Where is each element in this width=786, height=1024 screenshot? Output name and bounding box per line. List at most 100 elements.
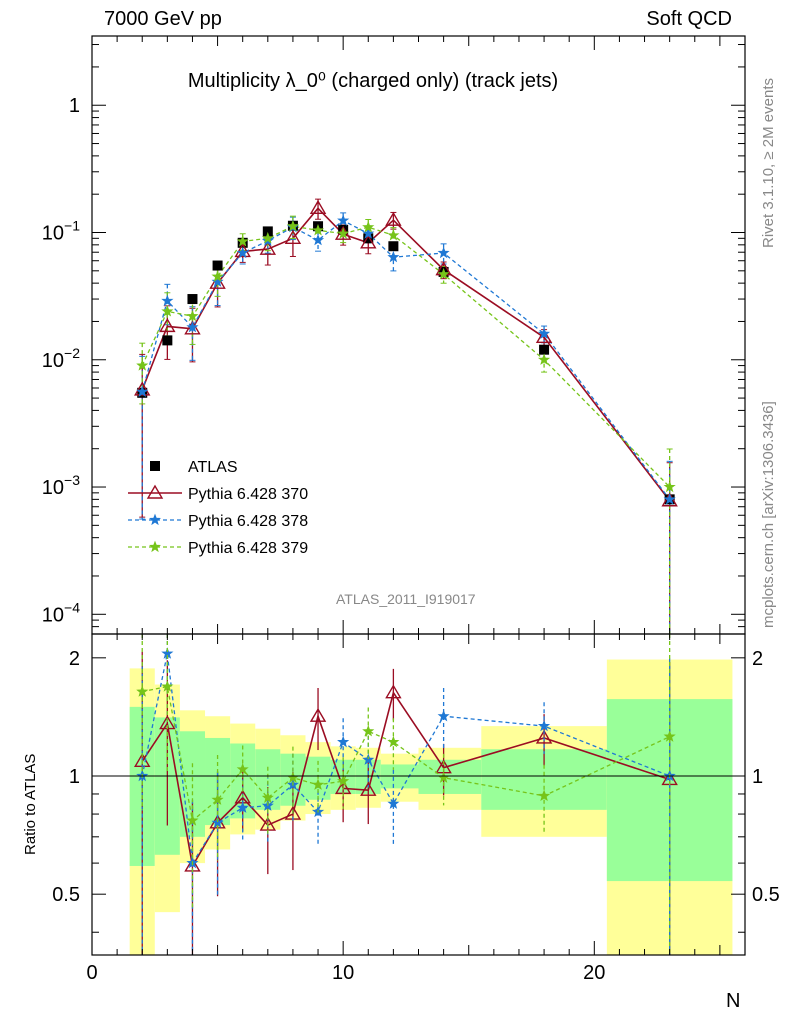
header-left: 7000 GeV pp bbox=[104, 8, 222, 30]
triangle-marker bbox=[284, 229, 302, 245]
star-marker bbox=[261, 231, 274, 244]
series-line bbox=[141, 219, 671, 500]
star-marker bbox=[211, 793, 224, 805]
ratio-band-green bbox=[418, 759, 482, 794]
data-point bbox=[162, 335, 173, 346]
star-marker bbox=[148, 540, 162, 553]
x-tick-label: 20 bbox=[583, 962, 605, 984]
star-marker bbox=[211, 275, 224, 287]
star-marker bbox=[337, 774, 350, 787]
star-marker bbox=[211, 270, 224, 282]
star-marker bbox=[663, 493, 676, 505]
ratio-y-tick-label-right: 1 bbox=[752, 766, 763, 788]
star-marker bbox=[286, 219, 300, 232]
triangle-marker bbox=[661, 492, 678, 507]
star-marker bbox=[663, 480, 676, 493]
ratio-y-tick-label-right: 0.5 bbox=[752, 884, 780, 906]
triangle-marker bbox=[209, 274, 226, 289]
ratio-y-tick-label-right: 2 bbox=[752, 648, 763, 670]
star-marker bbox=[236, 801, 249, 813]
legend-label: Pythia 6.428 370 bbox=[188, 486, 308, 503]
star-marker bbox=[362, 724, 375, 737]
star-marker bbox=[387, 735, 400, 748]
star-marker bbox=[186, 320, 199, 333]
x-tick-label: 10 bbox=[332, 962, 354, 984]
data-point bbox=[187, 294, 198, 305]
triangle-marker bbox=[360, 781, 377, 796]
header-right: Soft QCD bbox=[646, 8, 732, 30]
triangle-marker bbox=[309, 707, 327, 722]
star-marker bbox=[337, 227, 350, 239]
star-marker bbox=[362, 220, 375, 233]
title-text: Multiplicity λ_0⁰ (charged only) (track … bbox=[187, 70, 559, 92]
ratio-series-line bbox=[141, 690, 670, 869]
star-marker bbox=[537, 789, 551, 801]
star-marker bbox=[437, 709, 450, 722]
triangle-marker bbox=[159, 317, 176, 333]
star-marker bbox=[387, 797, 400, 809]
star-marker bbox=[437, 246, 450, 259]
series-line bbox=[141, 207, 671, 502]
triangle-marker bbox=[184, 320, 201, 335]
data-point bbox=[150, 461, 160, 471]
axis-ticks: 0 10 20 10−4 10−3 10−2 10−1 1 0.5 0.5 1 1 2 2 bbox=[42, 36, 780, 984]
star-marker bbox=[537, 327, 551, 339]
triangle-marker bbox=[360, 234, 377, 249]
star-marker bbox=[161, 294, 174, 307]
x-axis-label: N bbox=[726, 990, 741, 1012]
ratio-y-tick-label: 0.5 bbox=[52, 884, 80, 906]
y-tick-label: 10−4 bbox=[42, 599, 80, 626]
legend-label: ATLAS bbox=[188, 459, 238, 476]
ratio-series-line bbox=[141, 653, 670, 866]
star-marker bbox=[136, 685, 149, 697]
data-point bbox=[262, 226, 273, 237]
data-point bbox=[212, 260, 223, 271]
star-marker bbox=[261, 791, 274, 804]
star-marker bbox=[161, 305, 174, 317]
star-marker bbox=[236, 235, 249, 247]
y-tick-label: 10−2 bbox=[42, 345, 80, 372]
star-marker bbox=[337, 735, 350, 748]
star-marker bbox=[161, 680, 174, 692]
triangle-marker bbox=[535, 328, 553, 344]
star-marker bbox=[437, 267, 450, 280]
x-tick-label: 0 bbox=[86, 962, 97, 984]
y-tick-label: 10−1 bbox=[42, 218, 80, 245]
triangle-marker bbox=[134, 381, 151, 396]
triangle-marker bbox=[259, 240, 277, 255]
star-marker bbox=[236, 246, 249, 259]
triangle-marker bbox=[385, 211, 402, 226]
chart-title: Multiplicity λ_0⁰ (charged only) (track … bbox=[0, 68, 746, 93]
ratio-bands bbox=[129, 659, 733, 955]
legend: ATLAS Pythia 6.428 370 Pythia 6.428 378 Pyt… bbox=[128, 459, 308, 557]
data-point bbox=[388, 241, 399, 252]
y-tick-label: 10−3 bbox=[42, 472, 80, 499]
star-marker bbox=[148, 513, 162, 526]
triangle-marker bbox=[234, 243, 251, 258]
legend-label: Pythia 6.428 378 bbox=[188, 513, 308, 530]
star-marker bbox=[236, 762, 249, 775]
analysis-label: ATLAS_2011_I919017 bbox=[336, 591, 476, 607]
ratio-series-line bbox=[142, 685, 670, 822]
series-layer bbox=[134, 198, 678, 955]
star-marker bbox=[337, 214, 350, 226]
star-marker bbox=[537, 719, 551, 732]
star-marker bbox=[362, 227, 375, 239]
star-marker bbox=[387, 228, 400, 241]
star-marker bbox=[311, 233, 325, 246]
star-marker bbox=[387, 250, 400, 263]
triangle-marker bbox=[535, 729, 553, 744]
star-marker bbox=[537, 353, 551, 365]
y-tick-label: 1 bbox=[69, 95, 80, 117]
star-marker bbox=[186, 814, 199, 826]
triangle-marker bbox=[385, 684, 402, 699]
legend-label: Pythia 6.428 379 bbox=[188, 540, 308, 557]
star-marker bbox=[362, 753, 375, 765]
star-marker bbox=[311, 223, 325, 236]
series-line bbox=[141, 225, 671, 488]
star-marker bbox=[186, 309, 199, 322]
triangle-marker bbox=[309, 199, 327, 214]
ratio-y-tick-label: 2 bbox=[69, 648, 80, 670]
data-point bbox=[363, 233, 374, 244]
